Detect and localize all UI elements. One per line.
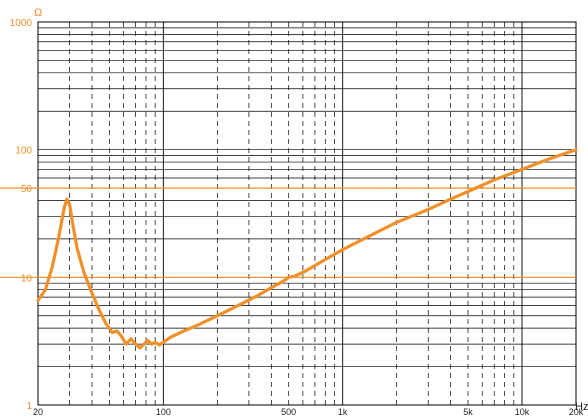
- y-unit-label: Ω: [34, 7, 42, 19]
- series-layer: [36, 148, 578, 350]
- impedance-curve-0: [36, 148, 578, 350]
- y-tick-label: 10: [21, 273, 33, 284]
- y-tick-label: 1: [26, 401, 32, 412]
- x-tick-label: 20: [33, 407, 43, 417]
- x-unit-label: Hz: [575, 401, 588, 413]
- plot-frame: [37, 21, 577, 406]
- x-tick-label: 1k: [338, 407, 348, 417]
- x-tick-label: 10k: [515, 407, 530, 417]
- x-tick-label: 20k: [569, 407, 584, 417]
- y-tick-label: 50: [21, 184, 33, 195]
- x-tick-label: 500: [281, 407, 296, 417]
- x-tick-label: 100: [156, 407, 171, 417]
- x-tick-label: 5k: [463, 407, 473, 417]
- tick-labels: 1 10 50 100 1000 20 100 500 1k 5k 10k 20k Ω Hz: [10, 7, 588, 417]
- y-tick-label: 1000: [10, 18, 33, 29]
- y-tick-label: 100: [15, 146, 32, 157]
